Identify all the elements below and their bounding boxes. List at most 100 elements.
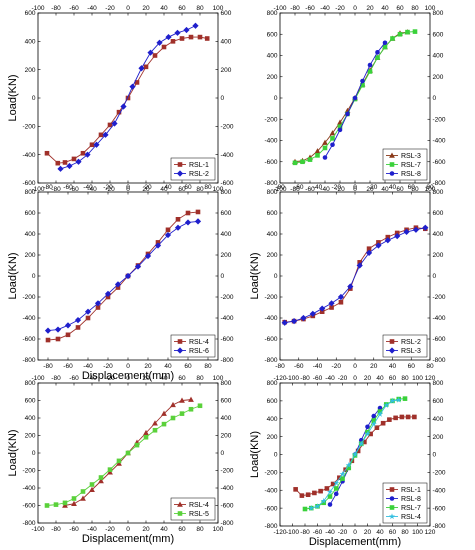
data-point xyxy=(143,64,149,70)
x-tick-label-top: -100 xyxy=(273,5,286,12)
data-point xyxy=(154,242,162,249)
x-tick-label-top: -40 xyxy=(325,375,335,382)
x-tick-label-top: 0 xyxy=(353,184,357,191)
y-tick-label: 800 xyxy=(267,10,278,17)
y-tick-label-right: -600 xyxy=(433,505,446,512)
y-tick-label: -600 xyxy=(264,336,277,343)
x-tick-label-top: 40 xyxy=(376,375,384,382)
y-tick-label: 0 xyxy=(274,452,278,459)
data-point xyxy=(338,299,344,305)
legend-label: RSL-2 xyxy=(401,339,421,346)
x-tick-label-top: 20 xyxy=(142,5,150,12)
data-point xyxy=(357,260,362,265)
data-point xyxy=(80,495,86,501)
data-point xyxy=(308,504,315,511)
y-tick-label-right: -600 xyxy=(221,336,234,343)
y-tick-label: 400 xyxy=(25,39,36,46)
x-tick-label: 40 xyxy=(389,363,397,370)
data-point xyxy=(319,309,325,314)
series-RSL-2 xyxy=(57,22,199,172)
x-tick-label-top: -40 xyxy=(313,184,323,191)
data-point xyxy=(347,283,354,290)
data-point xyxy=(98,478,104,484)
series-RSL-3 xyxy=(281,224,429,326)
x-tick-label-top: 40 xyxy=(160,5,168,12)
x-tick-label-top: -60 xyxy=(305,5,315,12)
y-tick-label: -200 xyxy=(22,124,35,131)
y-tick-label-right: 0 xyxy=(221,95,225,102)
data-point xyxy=(114,281,122,288)
data-point xyxy=(71,496,77,501)
y-tick-label: -800 xyxy=(264,523,277,530)
y-tick-label-right: 0 xyxy=(221,450,225,457)
x-tick-label-top: 100 xyxy=(412,375,423,382)
x-tick-label-top: 100 xyxy=(425,5,436,12)
data-point xyxy=(322,139,328,145)
legend-label: RSL-8 xyxy=(401,171,421,178)
data-point xyxy=(292,160,298,166)
legend-swatch-marker xyxy=(389,505,395,510)
data-point xyxy=(170,39,176,44)
x-tick-label-top: 20 xyxy=(144,184,152,191)
data-point xyxy=(360,82,365,88)
x-tick-label: -60 xyxy=(63,363,73,370)
data-point xyxy=(387,417,392,422)
data-point xyxy=(204,36,210,41)
data-point xyxy=(125,450,131,456)
data-point xyxy=(346,465,352,471)
legend-swatch-marker xyxy=(389,171,395,176)
legend-swatch-marker xyxy=(388,513,396,520)
data-point xyxy=(54,326,62,333)
y-tick-label-right: -200 xyxy=(221,124,234,131)
data-point xyxy=(170,401,176,408)
data-point xyxy=(183,26,190,34)
data-point xyxy=(134,442,140,448)
data-point xyxy=(382,40,388,46)
data-point xyxy=(389,397,396,404)
data-point xyxy=(179,36,185,41)
x-tick-label: -60 xyxy=(69,526,79,533)
data-point xyxy=(80,489,86,494)
x-tick-label: 20 xyxy=(370,363,378,370)
x-tick-label-top: -20 xyxy=(105,375,115,382)
x-tick-label: -80 xyxy=(290,186,300,193)
data-point xyxy=(333,491,339,497)
data-point xyxy=(138,65,145,72)
x-tick-label-top: -60 xyxy=(294,184,304,191)
x-tick-label-top: -60 xyxy=(69,375,79,382)
x-tick-label-top: -80 xyxy=(290,5,300,12)
y-tick-label: -800 xyxy=(264,357,277,364)
x-tick-label: 0 xyxy=(353,363,357,370)
y-tick-label-right: -800 xyxy=(221,357,234,364)
y-tick-label-right: 0 xyxy=(433,95,437,102)
data-point xyxy=(412,226,420,233)
x-tick-label-top: 100 xyxy=(213,5,224,12)
y-tick-label-right: -600 xyxy=(221,503,234,510)
y-tick-label-right: -800 xyxy=(433,523,446,530)
data-point xyxy=(89,142,95,148)
x-tick-label-top: 0 xyxy=(126,5,130,12)
data-point xyxy=(321,500,327,506)
x-tick-label-top: 40 xyxy=(164,184,172,191)
data-point xyxy=(305,492,311,498)
data-point xyxy=(345,111,350,117)
x-tick-label-top: 80 xyxy=(204,184,212,191)
x-tick-label: -60 xyxy=(305,186,315,193)
x-tick-label: -20 xyxy=(338,529,348,536)
x-tick-label: 60 xyxy=(178,186,186,193)
legend-swatch-marker xyxy=(389,162,395,167)
legend-swatch-marker xyxy=(177,501,183,507)
y-tick-label: 0 xyxy=(274,95,278,102)
legend-label: RSL-3 xyxy=(401,153,421,160)
x-tick-label: 100 xyxy=(213,526,224,533)
x-tick-label: 60 xyxy=(389,529,397,536)
data-point xyxy=(368,431,373,437)
data-point xyxy=(174,224,182,231)
y-tick-label-right: 400 xyxy=(221,39,232,46)
y-tick-label: 200 xyxy=(25,433,36,440)
data-point xyxy=(107,467,113,472)
x-tick-label-top: -80 xyxy=(51,375,61,382)
y-tick-label-right: 200 xyxy=(221,252,232,259)
data-point xyxy=(337,293,345,301)
data-point xyxy=(102,131,109,138)
